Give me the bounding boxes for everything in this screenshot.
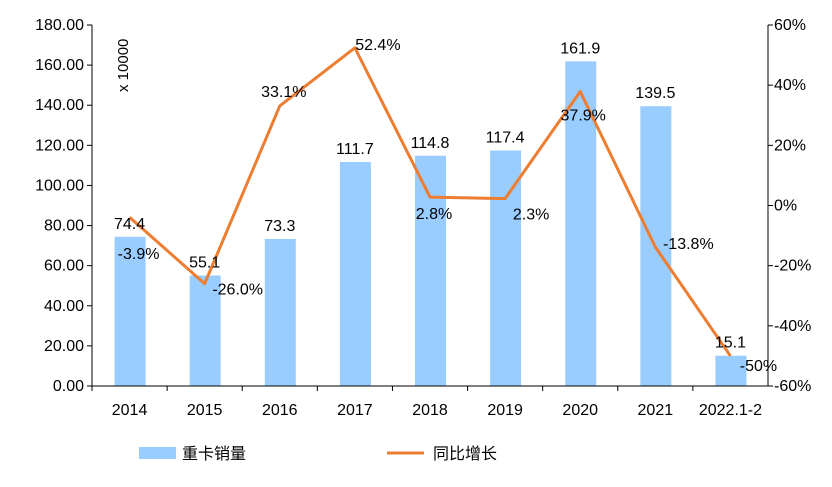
bar-value-label: 117.4 — [486, 130, 525, 147]
x-tick-label: 2016 — [262, 402, 298, 419]
x-tick-label: 2022.1-2 — [699, 402, 762, 419]
x-axis: 2014 2015 2016 2017 2018 2019 2020 2021 2022.1-2 — [92, 386, 768, 419]
left-tick-label: 60.00 — [44, 258, 84, 275]
growth-value-label: -26.0% — [212, 282, 263, 299]
left-axis: 0.00 20.00 40.00 60.00 80.00 100.00 120.00 140.… — [35, 17, 92, 395]
bar-value-label: 15.1 — [715, 335, 746, 352]
right-tick-label: 60% — [774, 17, 806, 34]
x-tick-label: 2018 — [412, 402, 448, 419]
right-tick-label: 40% — [774, 77, 806, 94]
left-axis-unit-label: x 10000 — [115, 39, 132, 92]
bar-value-label: 161.9 — [560, 40, 600, 57]
bar-value-label: 55.1 — [189, 254, 220, 271]
bar-value-label: 114.8 — [411, 135, 450, 152]
bar — [265, 239, 296, 386]
x-tick-label: 2014 — [112, 402, 148, 419]
right-axis: -60% -40% -20% 0% 20% 40% 60% — [768, 17, 811, 395]
right-tick-label: -40% — [774, 318, 811, 335]
growth-value-label: 2.8% — [416, 206, 452, 223]
bar-value-label: 73.3 — [264, 218, 295, 235]
x-tick-label: 2019 — [487, 402, 523, 419]
left-tick-label: 140.00 — [35, 97, 84, 114]
x-tick-label: 2017 — [337, 402, 373, 419]
bar-value-label: 111.7 — [336, 141, 374, 158]
bar-value-label: 74.4 — [114, 216, 145, 233]
left-tick-label: 40.00 — [44, 298, 84, 315]
right-tick-label: -20% — [774, 258, 811, 275]
bar-value-label: 139.5 — [635, 85, 675, 102]
growth-value-label: -13.8% — [663, 236, 714, 253]
legend-bar-label: 重卡销量 — [182, 445, 246, 463]
growth-value-label: 52.4% — [355, 37, 400, 54]
right-tick-label: -60% — [774, 378, 811, 395]
x-tick-label: 2020 — [562, 402, 598, 419]
left-tick-label: 0.00 — [53, 378, 84, 395]
left-tick-label: 160.00 — [35, 57, 84, 74]
x-tick-label: 2021 — [638, 402, 674, 419]
growth-value-label: -50% — [740, 358, 777, 375]
growth-value-label: 2.3% — [513, 207, 549, 224]
bar — [415, 156, 446, 386]
growth-value-label: 37.9% — [561, 107, 606, 124]
right-tick-label: 0% — [774, 198, 797, 215]
bar-series — [115, 61, 747, 386]
left-tick-label: 20.00 — [44, 338, 84, 355]
legend-line-label: 同比增长 — [433, 445, 497, 463]
bar — [490, 151, 521, 386]
growth-value-label: 33.1% — [261, 84, 306, 101]
right-tick-label: 20% — [774, 137, 806, 154]
left-tick-label: 120.00 — [35, 137, 84, 154]
left-tick-label: 80.00 — [44, 218, 84, 235]
x-tick-label: 2015 — [187, 402, 223, 419]
left-tick-label: 100.00 — [35, 177, 84, 194]
left-tick-label: 180.00 — [35, 17, 84, 34]
legend-bar-swatch — [139, 447, 176, 459]
growth-value-label: -3.9% — [118, 246, 160, 263]
bar — [340, 162, 371, 386]
legend: 重卡销量 同比增长 — [139, 445, 497, 463]
